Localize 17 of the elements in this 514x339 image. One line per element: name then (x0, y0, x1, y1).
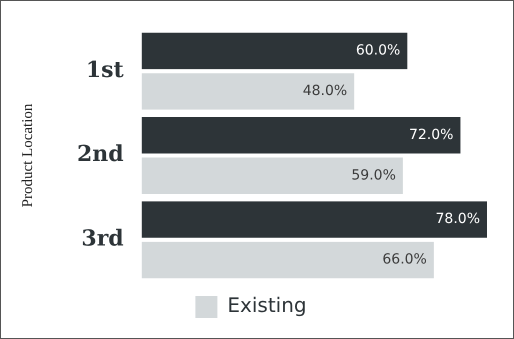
bar (142, 201, 487, 238)
bar (142, 117, 460, 154)
data-label: 72.0% (408, 126, 454, 143)
legend-label: Existing (227, 293, 307, 318)
data-label: 48.0% (302, 83, 348, 100)
data-label: 78.0% (436, 211, 480, 228)
bar (142, 32, 408, 70)
bar (142, 73, 354, 110)
y-tick-label: 1st (86, 56, 125, 83)
data-label: 66.0% (382, 252, 427, 268)
y-tick-label: 2nd (77, 141, 124, 168)
y-axis-title: Product Location (20, 103, 36, 208)
data-label: 60.0% (356, 42, 400, 59)
bar (142, 158, 403, 194)
bar (142, 242, 434, 278)
data-label: 59.0% (351, 167, 396, 184)
y-tick-label: 3rd (81, 226, 124, 252)
